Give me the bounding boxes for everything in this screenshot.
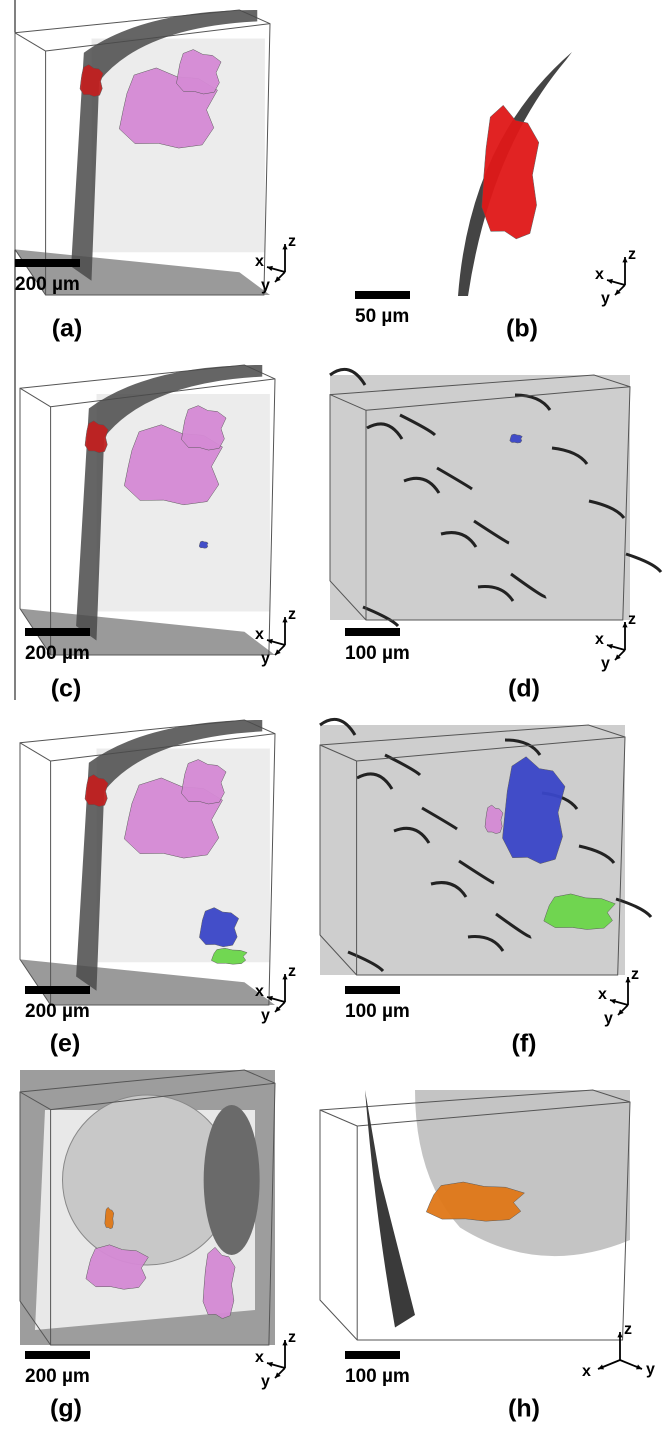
arrow-head: [625, 977, 630, 982]
pore-wall: [626, 554, 661, 572]
axis-label: z: [628, 246, 636, 263]
panel: (a) 200 µm z xy: [15, 10, 296, 343]
panel: (c) 200 µm z xy: [20, 365, 296, 703]
panel: (b) 50 µm z xy: [355, 52, 636, 343]
arrow-head: [617, 1332, 622, 1337]
scale-bar: [25, 986, 90, 994]
panel: (h) 100 µm z x y: [320, 1090, 655, 1423]
axis-label: y: [604, 1010, 613, 1027]
panel-label: (a): [52, 315, 83, 343]
arrow-head: [622, 622, 627, 627]
arrow-head: [282, 1340, 287, 1345]
panel: (g) 200 µm z xy: [20, 1070, 296, 1423]
structure: [199, 541, 208, 548]
surface: [365, 1090, 415, 1328]
scale-bar: [345, 628, 400, 636]
axis-label: x: [255, 626, 264, 643]
box-edge: [20, 743, 51, 761]
scale-bar: [345, 1351, 400, 1359]
scale-bar: [355, 291, 410, 299]
bubble-rim: [204, 1105, 260, 1255]
axis-label: x: [595, 631, 604, 648]
panel-label: (b): [506, 315, 538, 343]
axis-label: y: [646, 1361, 655, 1378]
axis-label: z: [288, 233, 296, 250]
arrow-head: [282, 617, 287, 622]
axis-label: x: [255, 253, 264, 270]
scale-bar: [25, 628, 90, 636]
axis-label: z: [288, 606, 296, 623]
panel-label: (g): [50, 1395, 82, 1423]
axis-label: y: [601, 290, 610, 307]
panel: (f) 100 µm z xy: [320, 719, 651, 1057]
panel-label: (h): [508, 1395, 540, 1423]
scale-bar-label: 100 µm: [345, 1366, 410, 1387]
axis-label: y: [261, 1373, 270, 1390]
arrow-head: [282, 244, 287, 249]
axis-label: z: [288, 963, 296, 980]
bubble: [415, 1090, 630, 1256]
figure: (a)200 µmzxy(b)50 µmzxy(c)200 µmzxy(d)10…: [0, 0, 667, 1449]
scale-bar-label: 200 µm: [25, 1366, 90, 1387]
box-edge: [15, 33, 46, 51]
axis-label: y: [601, 655, 610, 672]
structure: [482, 105, 539, 239]
panel-label: (e): [50, 1030, 81, 1058]
axis-label: x: [595, 266, 604, 283]
axis-label: y: [261, 277, 270, 294]
axis-label: x: [255, 1349, 264, 1366]
axis-label: z: [624, 1321, 632, 1338]
scale-bar-label: 100 µm: [345, 643, 410, 664]
axis-label: z: [628, 611, 636, 628]
box-edge: [320, 1110, 357, 1126]
scale-bar: [15, 259, 80, 267]
axis-label: z: [631, 966, 639, 983]
structure: [211, 948, 247, 964]
volume: [330, 375, 630, 620]
scale-bar-label: 200 µm: [25, 1001, 90, 1022]
axis-label: y: [261, 1007, 270, 1024]
axis-label: x: [598, 986, 607, 1003]
scale-bar: [25, 1351, 90, 1359]
axis-label: x: [255, 983, 264, 1000]
panel-label: (f): [512, 1030, 537, 1058]
axis-label: z: [288, 1329, 296, 1346]
arrow-head: [622, 257, 627, 262]
box-edge: [20, 388, 51, 407]
axis-label: x: [582, 1363, 591, 1380]
structure: [105, 1207, 114, 1228]
panel: (d) 100 µm z xy: [330, 369, 661, 702]
scale-bar-label: 100 µm: [345, 1001, 410, 1022]
scale-bar-label: 50 µm: [355, 306, 409, 327]
axis-label: y: [261, 650, 270, 667]
scale-bar-label: 200 µm: [15, 274, 80, 295]
panel: (e) 200 µm z xy: [20, 720, 296, 1058]
panel-label: (c): [51, 675, 82, 703]
panel-label: (d): [508, 675, 540, 703]
scale-bar: [345, 986, 400, 994]
floor: [20, 959, 275, 1005]
arrow-head: [282, 974, 287, 979]
scale-bar-label: 200 µm: [25, 643, 90, 664]
structure: [510, 434, 523, 443]
